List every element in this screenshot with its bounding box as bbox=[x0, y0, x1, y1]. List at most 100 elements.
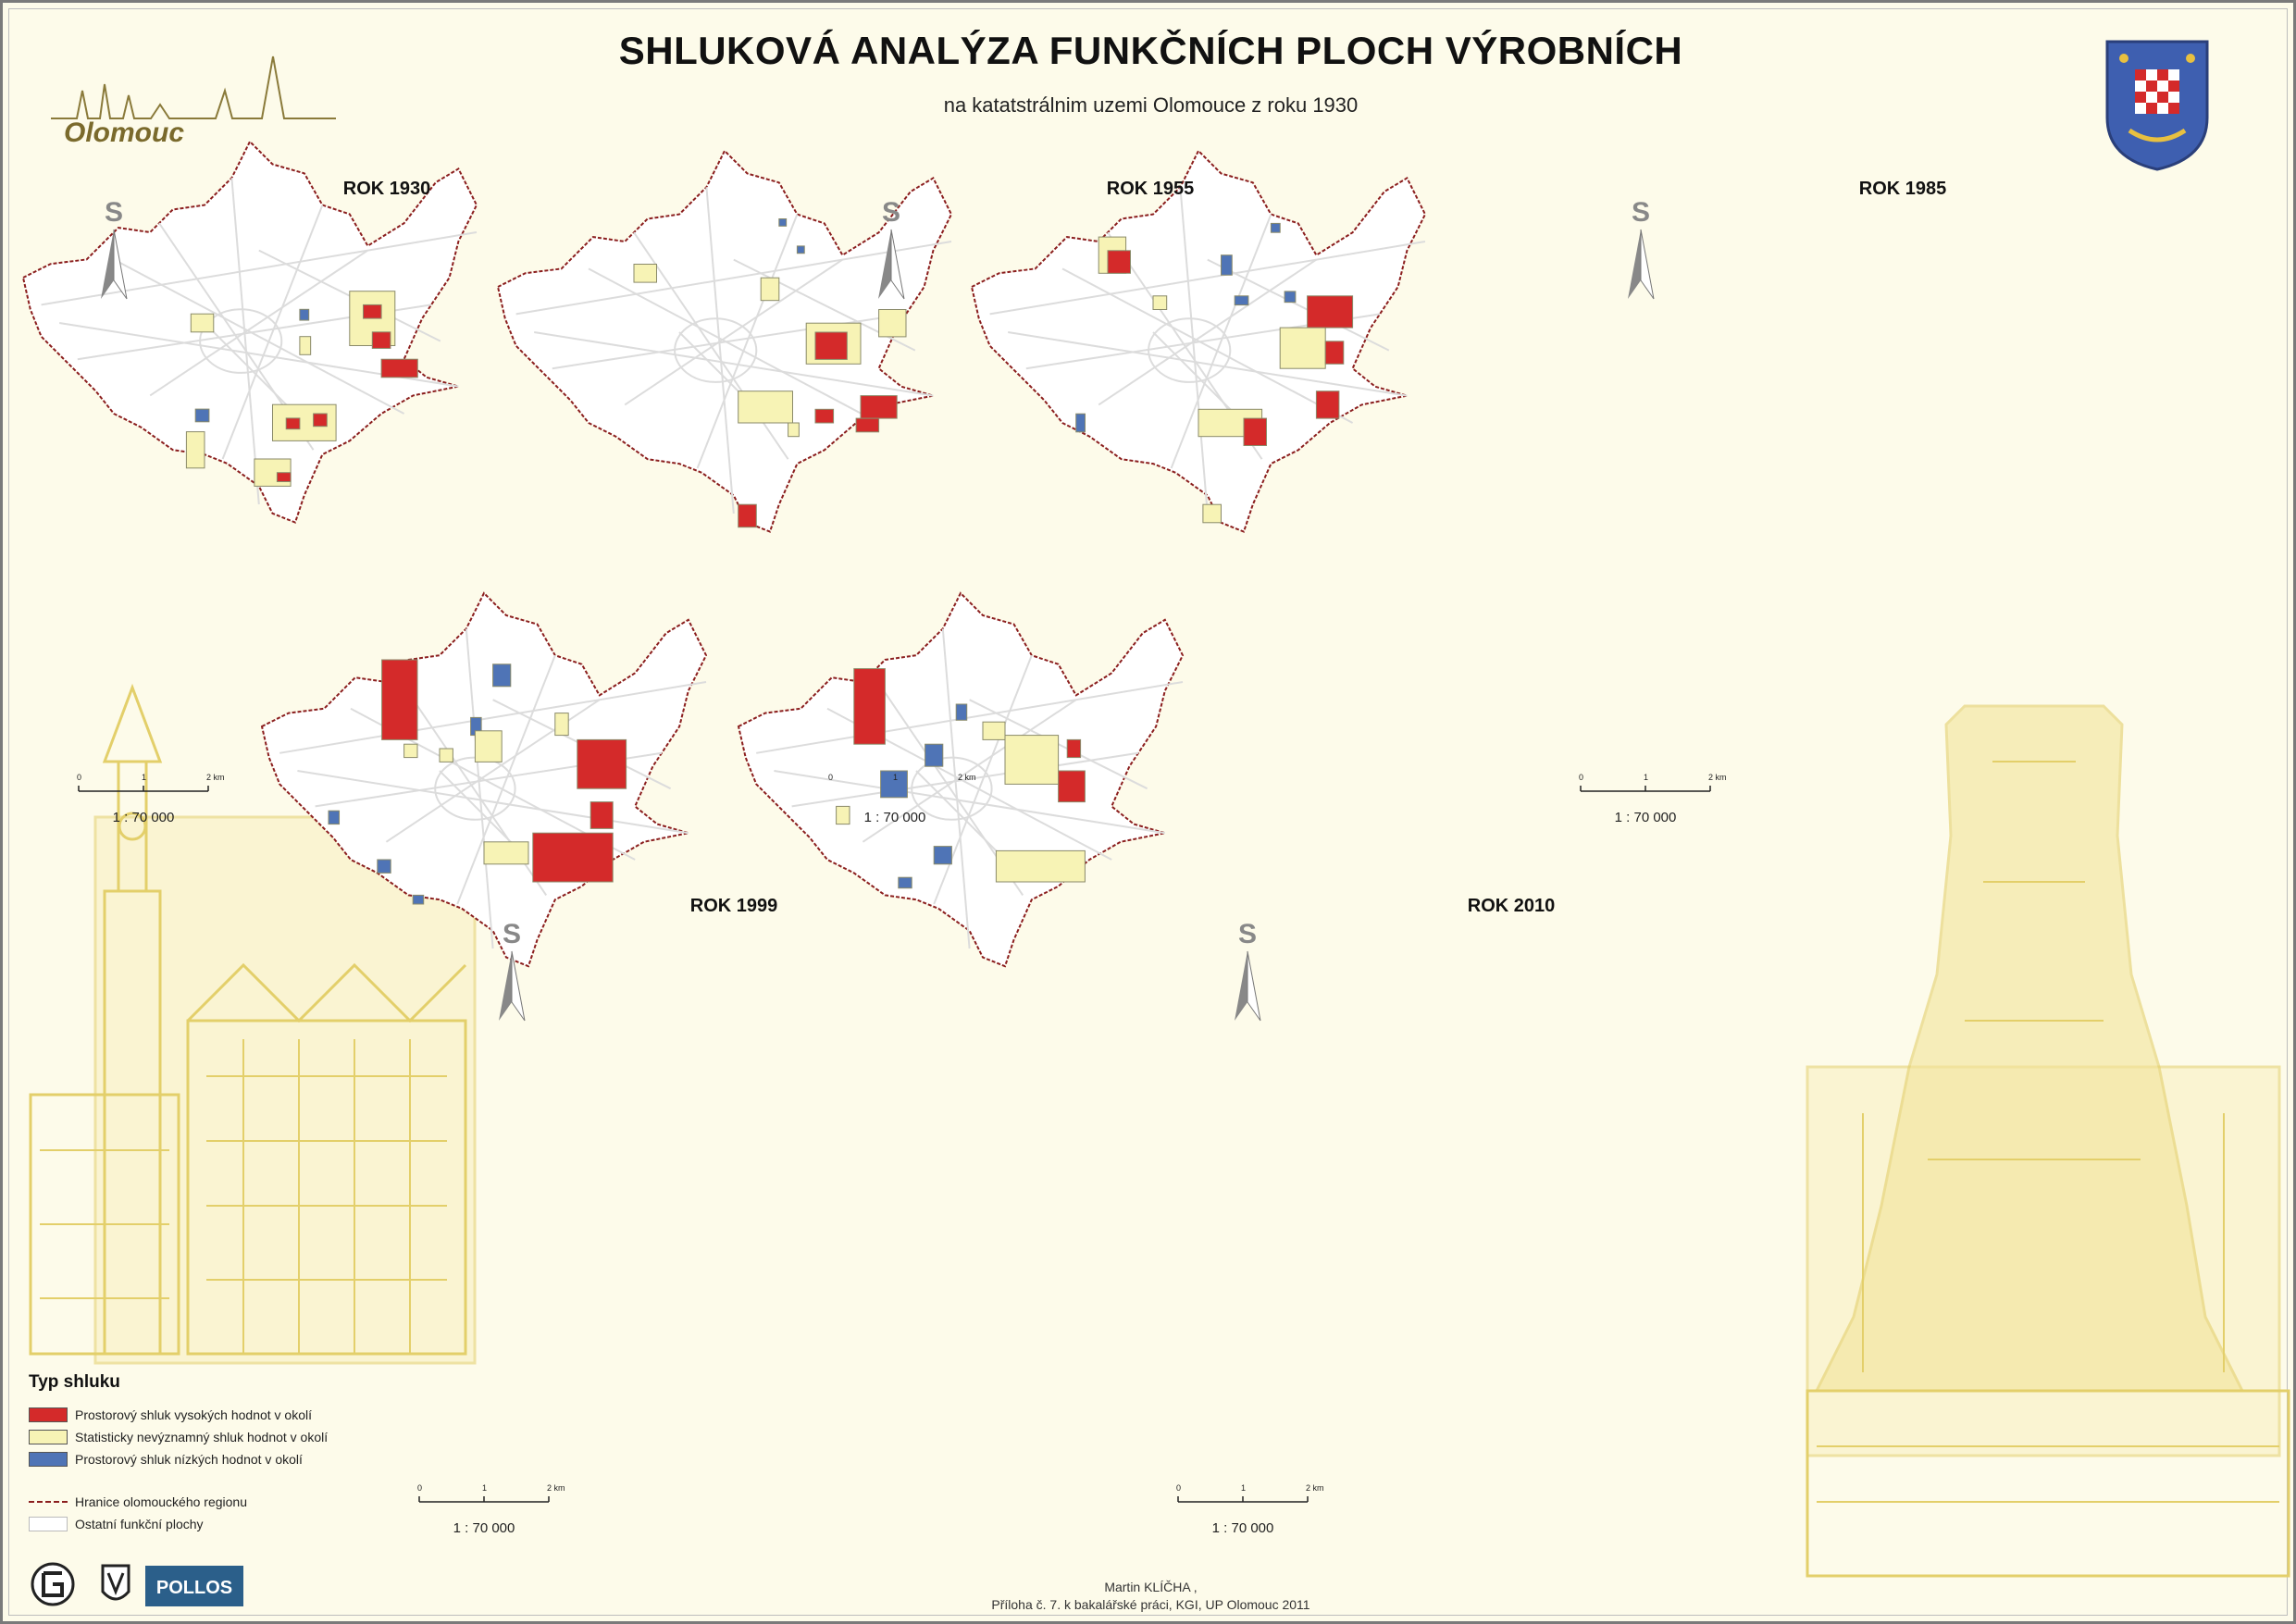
scale-label: 1 : 70 000 bbox=[453, 1520, 515, 1536]
maps-layer bbox=[21, 140, 1711, 1503]
coat-of-arms-icon bbox=[2105, 40, 2209, 171]
scale-tick-label: 1 bbox=[1241, 1483, 1247, 1493]
cluster-neutral bbox=[190, 313, 215, 333]
cluster-low bbox=[898, 876, 912, 889]
map-title: ROK 1985 bbox=[1858, 179, 1947, 199]
cluster-high bbox=[380, 358, 418, 378]
cluster-neutral bbox=[995, 849, 1086, 883]
poster-artwork bbox=[21, 56, 2290, 1578]
plague-column-illustration bbox=[1806, 704, 2290, 1578]
cluster-high bbox=[1315, 391, 1340, 419]
cluster-neutral bbox=[878, 309, 907, 338]
scale-tick-label: 2 km bbox=[958, 773, 976, 782]
cluster-high bbox=[371, 331, 391, 349]
north-label: S bbox=[502, 919, 522, 949]
map-title: ROK 1955 bbox=[1106, 179, 1195, 199]
map-4 bbox=[260, 591, 708, 1503]
legend: Typ shluku Prostorový shluk vysokých hod… bbox=[29, 1372, 380, 1535]
scale-tick-label: 0 bbox=[77, 773, 82, 782]
cluster-high bbox=[313, 413, 328, 428]
cluster-low bbox=[933, 846, 952, 865]
svg-text:POLLOS: POLLOS bbox=[156, 1578, 232, 1598]
legend-swatch-border bbox=[29, 1501, 68, 1503]
cluster-neutral bbox=[439, 748, 453, 762]
pollos-logo-icon bbox=[145, 1566, 243, 1606]
north-label: S bbox=[1237, 919, 1258, 949]
north-arrow-icon bbox=[499, 950, 526, 1022]
cluster-neutral bbox=[760, 277, 780, 302]
cluster-high bbox=[855, 417, 880, 433]
legend-item-border: Hranice olomouckého regionu bbox=[29, 1491, 380, 1513]
scale-tick-label: 2 km bbox=[206, 773, 225, 782]
scale-tick-label: 2 km bbox=[1306, 1483, 1324, 1493]
cluster-low bbox=[880, 770, 908, 799]
footer-note: Příloha č. 7. k bakalářské práci, KGI, U… bbox=[991, 1597, 1310, 1612]
legend-label-high: Prostorový shluk vysokých hodnot v okolí bbox=[75, 1407, 313, 1422]
cluster-high bbox=[1058, 770, 1086, 803]
scale-label: 1 : 70 000 bbox=[1211, 1520, 1274, 1536]
legend-swatch-neutral bbox=[29, 1430, 68, 1444]
cluster-low bbox=[925, 743, 944, 767]
north-label: S bbox=[881, 197, 901, 228]
cluster-low bbox=[1234, 295, 1249, 306]
footer: Martin KLÍČHA , Příloha č. 7. k bakalářs… bbox=[3, 1579, 2293, 1614]
scale-tick-label: 2 km bbox=[547, 1483, 565, 1493]
cluster-neutral bbox=[185, 431, 205, 469]
cluster-neutral bbox=[1279, 327, 1326, 369]
cluster-high bbox=[577, 738, 627, 789]
cluster-neutral bbox=[738, 391, 794, 424]
map-title: ROK 2010 bbox=[1467, 896, 1556, 916]
legend-swatch-high bbox=[29, 1407, 68, 1422]
cluster-high bbox=[814, 331, 848, 360]
cluster-high bbox=[1324, 341, 1345, 365]
map-title: ROK 1999 bbox=[689, 896, 778, 916]
legend-item-high: Prostorový shluk vysokých hodnot v okolí bbox=[29, 1404, 380, 1426]
legend-title: Typ shluku bbox=[29, 1372, 120, 1392]
scale-tick-label: 2 km bbox=[1708, 773, 1727, 782]
scale-label: 1 : 70 000 bbox=[863, 810, 926, 825]
map-2 bbox=[496, 149, 961, 792]
legend-swatch-low bbox=[29, 1452, 68, 1467]
page-subtitle: na katatstrálnim uzemi Olomouce z roku 1… bbox=[943, 93, 1359, 117]
legend-label-low: Prostorový shluk nízkých hodnot v okolí bbox=[75, 1452, 303, 1467]
cluster-high bbox=[1243, 417, 1267, 447]
cluster-high bbox=[1107, 250, 1131, 274]
cluster-low bbox=[796, 245, 805, 254]
map-5 bbox=[737, 591, 1309, 1503]
cluster-neutral bbox=[633, 264, 657, 283]
cluster-high bbox=[285, 417, 301, 430]
footer-author: Martin KLÍČHA , bbox=[1104, 1580, 1198, 1594]
legend-label-other: Ostatní funkční plochy bbox=[75, 1517, 204, 1531]
town-hall-illustration bbox=[29, 683, 477, 1365]
scale-bar bbox=[1177, 1496, 1309, 1503]
cluster-high bbox=[1066, 738, 1082, 759]
cluster-high bbox=[590, 801, 614, 829]
scale-bar bbox=[418, 1496, 550, 1503]
cluster-neutral bbox=[403, 743, 418, 759]
legend-swatch-other bbox=[29, 1517, 68, 1531]
cluster-neutral bbox=[554, 713, 569, 737]
scale-bar bbox=[78, 786, 209, 792]
cluster-neutral bbox=[1004, 735, 1060, 785]
cluster-low bbox=[1270, 222, 1281, 233]
scale-tick-label: 1 bbox=[893, 773, 899, 782]
scale-tick-label: 1 bbox=[1644, 773, 1649, 782]
cluster-low bbox=[299, 308, 310, 321]
cluster-high bbox=[363, 304, 382, 319]
scale-tick-label: 1 bbox=[142, 773, 147, 782]
north-arrow-icon bbox=[1628, 229, 1655, 300]
cluster-neutral bbox=[1152, 295, 1168, 310]
cluster-low bbox=[377, 859, 391, 874]
cluster-neutral bbox=[483, 841, 529, 865]
scale-label: 1 : 70 000 bbox=[1614, 810, 1677, 825]
cluster-neutral bbox=[788, 422, 800, 438]
cluster-high bbox=[532, 832, 614, 883]
cluster-neutral bbox=[1202, 503, 1222, 524]
cluster-neutral bbox=[474, 730, 503, 762]
north-arrow-icon bbox=[878, 229, 905, 300]
cluster-high bbox=[276, 472, 292, 483]
cluster-neutral bbox=[299, 336, 312, 355]
map-3 bbox=[970, 149, 1711, 792]
north-arrow-icon bbox=[101, 229, 128, 300]
